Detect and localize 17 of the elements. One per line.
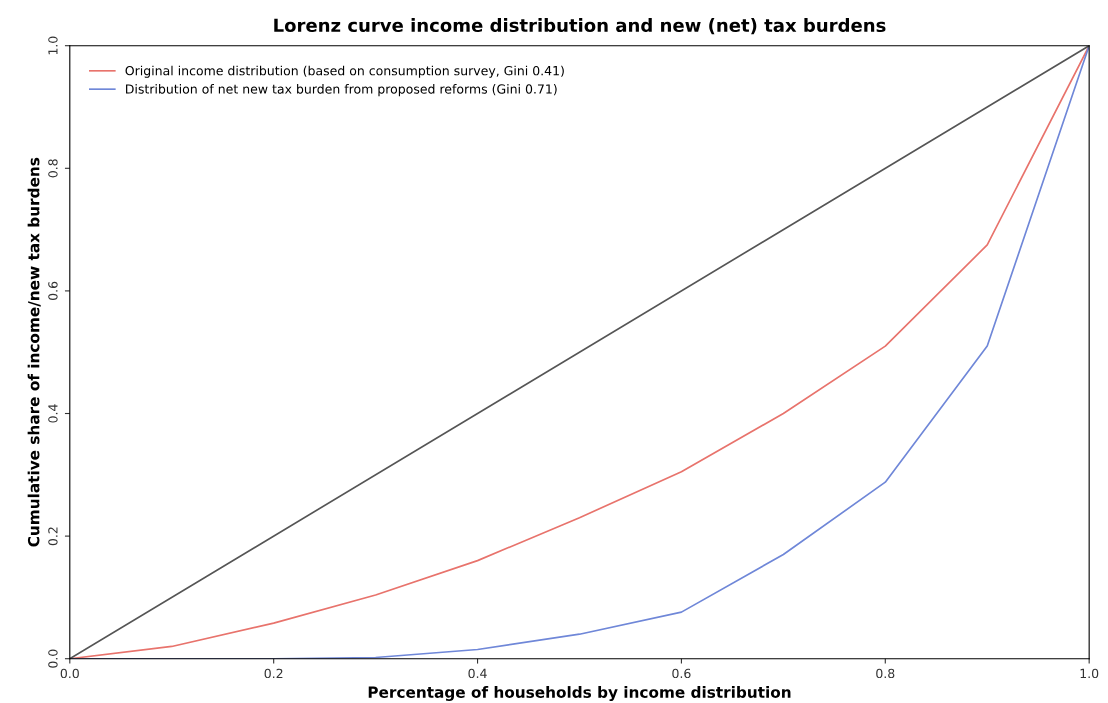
x-tick-label: 1.0 xyxy=(1080,668,1099,679)
y-axis-title: Cumulative share of income/new tax burdens xyxy=(27,157,41,547)
legend-label: Original income distribution (based on consumption survey, Gini 0.41) xyxy=(125,65,564,78)
chart-title: Lorenz curve income distribution and new (net) tax burdens xyxy=(274,18,886,35)
legend-label: Distribution of net new tax burden from proposed reforms (Gini 0.71) xyxy=(126,84,557,97)
y-tick-label: 0.4 xyxy=(48,404,58,423)
x-tick-label: 0.6 xyxy=(672,668,691,679)
y-tick-label: 1.0 xyxy=(48,36,58,55)
x-axis-title: Percentage of households by income distribution xyxy=(368,686,791,701)
y-tick-label: 0.6 xyxy=(48,281,58,301)
y-tick-label: 0.8 xyxy=(48,159,58,178)
x-tick-label: 0.4 xyxy=(468,668,487,679)
x-tick-label: 0.2 xyxy=(264,668,283,679)
x-tick-label: 0.8 xyxy=(876,668,895,679)
x-tick-label: 0.0 xyxy=(60,668,79,679)
line-series xyxy=(69,45,1090,659)
y-tick-label: 0.2 xyxy=(48,527,58,546)
